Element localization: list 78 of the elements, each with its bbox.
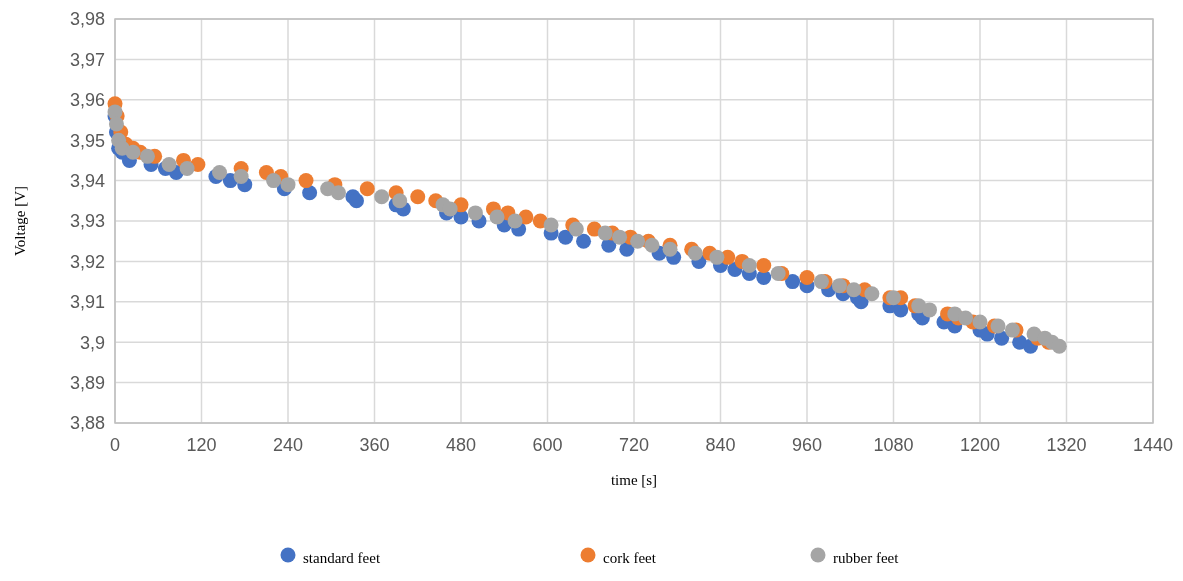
x-tick-label: 120 (186, 435, 217, 455)
x-tick-label: 360 (359, 435, 390, 455)
y-tick-label: 3,9 (79, 332, 105, 353)
y-tick-label: 3,93 (69, 211, 105, 232)
point (298, 173, 314, 189)
point (233, 169, 249, 185)
point (280, 177, 296, 193)
point (543, 217, 559, 233)
point (990, 318, 1006, 334)
x-tick-label: 1080 (873, 435, 914, 455)
point (644, 237, 660, 253)
point (709, 249, 725, 265)
point (799, 270, 815, 286)
x-tick-label: 1200 (959, 435, 1001, 455)
point (302, 185, 318, 201)
point (662, 241, 678, 257)
y-tick-label: 3,97 (69, 49, 105, 70)
x-tick-label: 0 (109, 435, 121, 455)
legend-label: rubber feet (833, 550, 900, 566)
point (507, 213, 523, 229)
y-tick-label: 3,95 (69, 130, 105, 151)
y-tick-label: 3,91 (69, 292, 105, 313)
point (813, 274, 829, 290)
point (1004, 322, 1020, 338)
point (330, 185, 346, 201)
point (442, 201, 458, 217)
point (359, 181, 375, 197)
point (266, 173, 282, 189)
x-tick-label: 960 (791, 435, 823, 455)
x-tick-label: 720 (618, 435, 650, 455)
point (576, 233, 592, 249)
x-tick-label: 480 (445, 435, 477, 455)
point (831, 278, 847, 294)
point (846, 282, 862, 298)
x-tick-label: 1320 (1046, 435, 1087, 455)
point (179, 160, 195, 176)
point (392, 193, 408, 209)
point (770, 266, 786, 282)
point (212, 165, 228, 181)
point (139, 148, 155, 164)
y-tick-label: 3,94 (69, 170, 105, 191)
point (886, 290, 901, 306)
point (489, 209, 505, 225)
x-tick-label: 600 (532, 435, 563, 455)
point (958, 310, 974, 326)
x-tick-label: 240 (272, 435, 304, 455)
y-tick-label: 3,98 (69, 9, 105, 30)
y-tick-label: 3,96 (69, 90, 105, 111)
point (597, 225, 613, 241)
point (374, 189, 390, 205)
point (568, 221, 584, 237)
point (108, 116, 124, 132)
point (1051, 338, 1067, 354)
point (410, 189, 426, 205)
point (161, 156, 177, 172)
point (558, 229, 574, 245)
point (630, 233, 646, 249)
point (467, 205, 483, 221)
point (687, 245, 703, 261)
x-tick-label: 840 (705, 435, 736, 455)
point (348, 193, 364, 209)
y-tick-label: 3,88 (69, 413, 105, 434)
point (785, 274, 801, 290)
point (125, 144, 141, 160)
x-axis-title: time [s] (610, 472, 658, 488)
y-tick-label: 3,89 (69, 372, 105, 393)
point (864, 286, 880, 302)
point (612, 229, 628, 245)
point (756, 257, 772, 273)
x-tick-label: 1440 (1132, 435, 1174, 455)
point (922, 302, 938, 318)
y-axis-title: Voltage [V] (12, 185, 29, 257)
point (741, 257, 757, 273)
point (756, 270, 772, 286)
y-tick-label: 3,92 (69, 251, 105, 272)
legend-label: standard feet (303, 550, 381, 566)
point (972, 314, 988, 330)
legend-label: cork feet (603, 550, 657, 566)
